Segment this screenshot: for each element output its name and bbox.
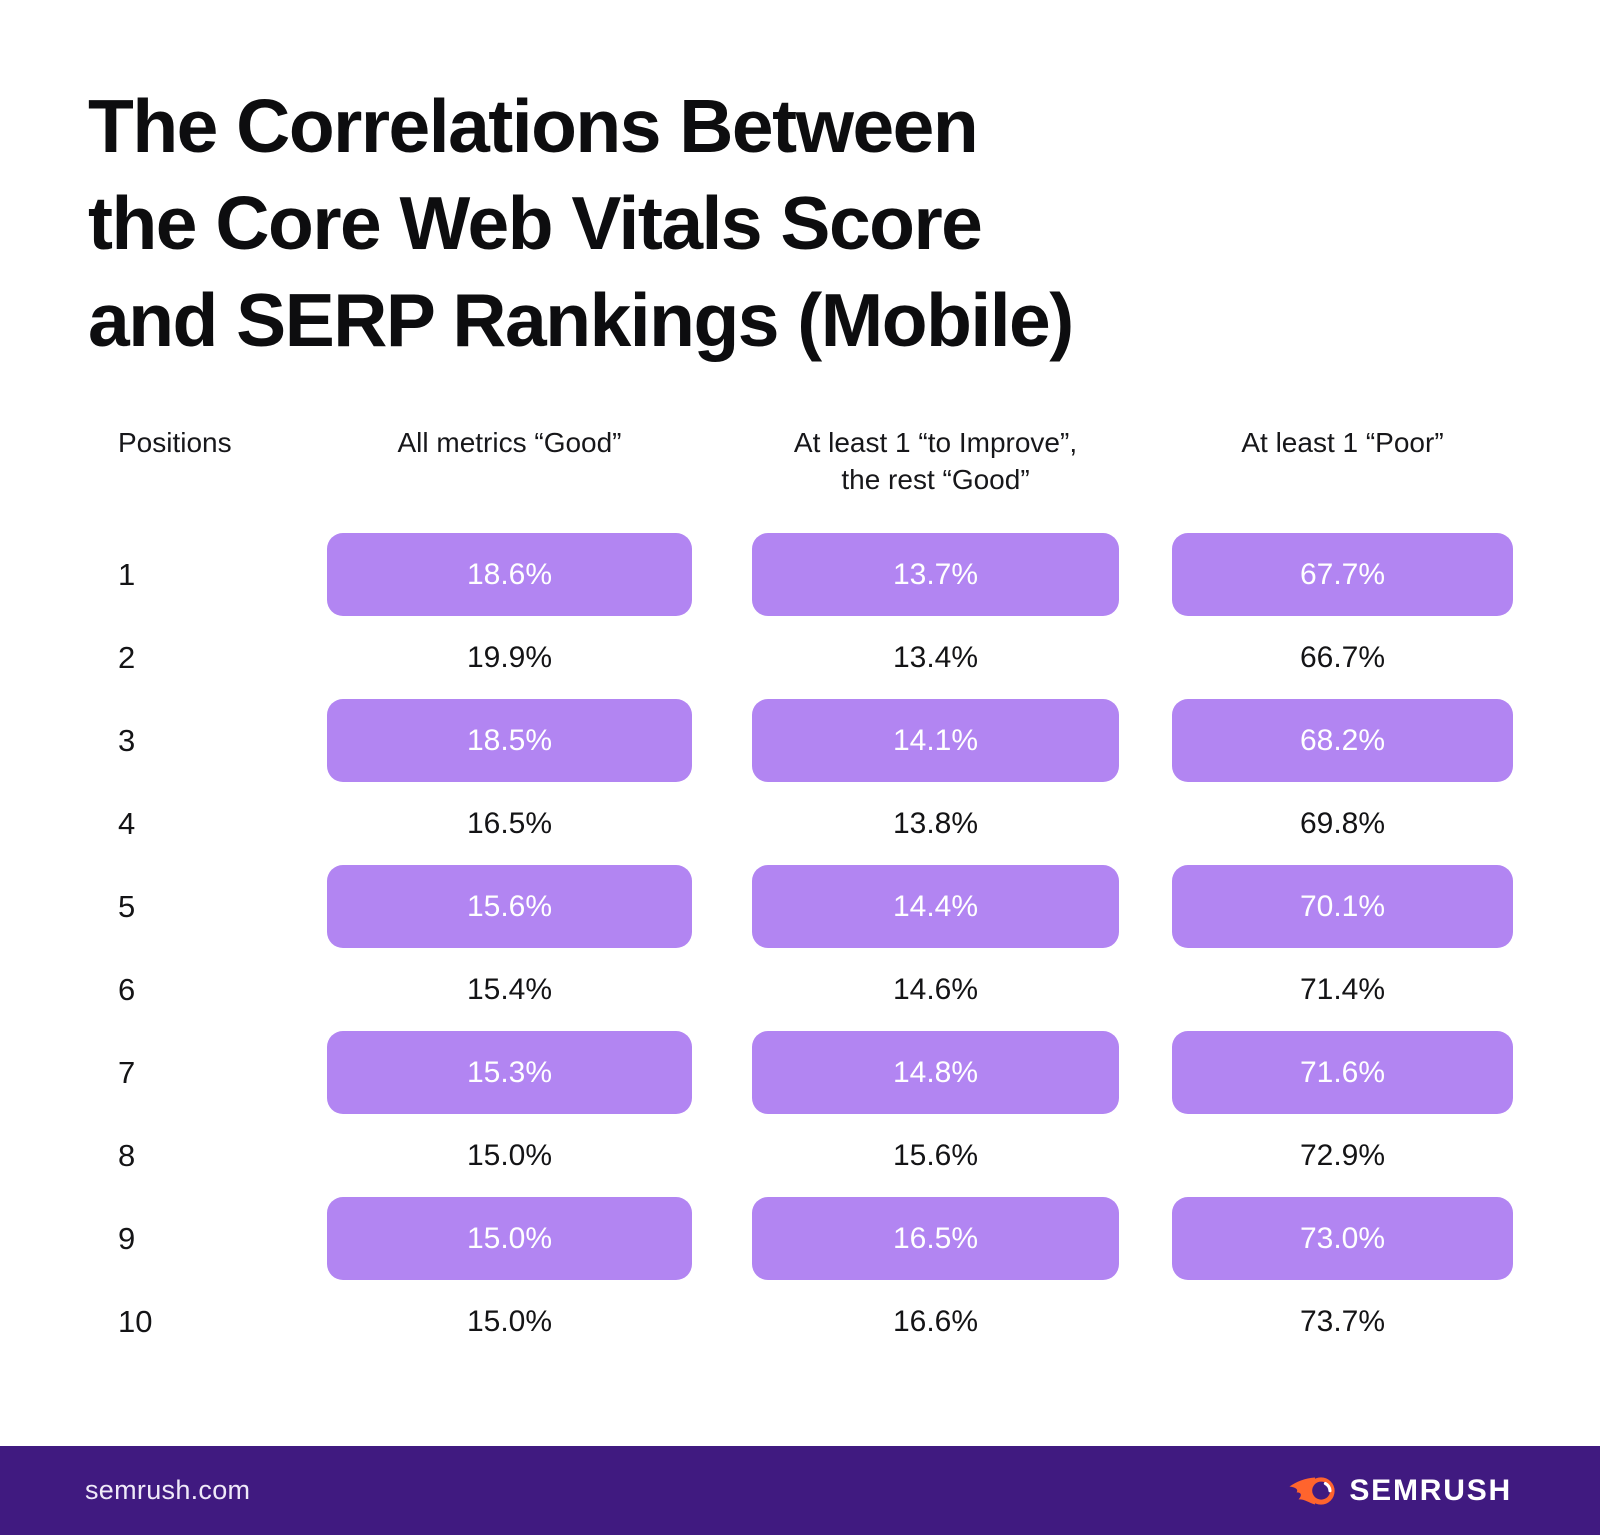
row-value: 18.6% — [327, 533, 692, 616]
row-value: 70.1% — [1172, 865, 1513, 948]
row-value: 73.7% — [1299, 1304, 1386, 1338]
table-row: 5 15.6% 14.4% 70.1% — [88, 865, 1513, 948]
row-value: 71.4% — [1299, 972, 1386, 1006]
row-value: 66.7% — [1299, 640, 1386, 674]
row-position: 10 — [118, 1303, 153, 1339]
row-value: 72.9% — [1299, 1138, 1386, 1172]
column-header-all-good: All metrics “Good” — [397, 427, 622, 458]
row-value: 16.5% — [466, 806, 553, 840]
table-row: 7 15.3% 14.8% 71.6% — [88, 1031, 1513, 1114]
row-value: 14.1% — [752, 699, 1119, 782]
row-position: 4 — [118, 805, 136, 841]
row-position: 5 — [118, 888, 136, 924]
table-row: 9 15.0% 16.5% 73.0% — [88, 1197, 1513, 1280]
row-value: 15.6% — [327, 865, 692, 948]
row-position: 7 — [118, 1054, 136, 1090]
table-header: Positions All metrics “Good” At least 1 … — [88, 424, 1513, 498]
row-value: 15.3% — [327, 1031, 692, 1114]
semrush-wordmark: SEMRUSH — [1349, 1473, 1512, 1507]
row-value: 73.0% — [1172, 1197, 1513, 1280]
row-value: 69.8% — [1299, 806, 1386, 840]
row-position: 3 — [118, 722, 136, 758]
title-line-3: and SERP Rankings (Mobile) — [88, 278, 1074, 362]
row-value: 67.7% — [1172, 533, 1513, 616]
row-value: 71.6% — [1172, 1031, 1513, 1114]
row-value: 13.7% — [752, 533, 1119, 616]
footer: semrush.com SEMRUSH — [0, 1446, 1600, 1535]
title-line-2: the Core Web Vitals Score — [88, 181, 983, 265]
row-value: 15.0% — [466, 1304, 553, 1338]
column-header-positions: Positions — [118, 427, 232, 458]
row-value: 16.6% — [892, 1304, 979, 1338]
row-position: 8 — [118, 1137, 136, 1173]
row-value: 15.6% — [892, 1138, 979, 1172]
row-value: 14.4% — [752, 865, 1119, 948]
row-value: 13.8% — [892, 806, 979, 840]
table-row: 6 15.4% 14.6% 71.4% — [88, 948, 1513, 1031]
table-rows: 1 18.6% 13.7% 67.7% 2 19.9% 13.4% 66.7% … — [88, 533, 1513, 1363]
row-position: 1 — [118, 556, 136, 592]
row-value: 14.8% — [752, 1031, 1119, 1114]
table-row: 8 15.0% 15.6% 72.9% — [88, 1114, 1513, 1197]
row-value: 68.2% — [1172, 699, 1513, 782]
table-row: 2 19.9% 13.4% 66.7% — [88, 616, 1513, 699]
table-row: 4 16.5% 13.8% 69.8% — [88, 782, 1513, 865]
semrush-logo: SEMRUSH — [1288, 1474, 1512, 1508]
title-line-1: The Correlations Between — [88, 84, 979, 168]
row-value: 15.0% — [327, 1197, 692, 1280]
table-row: 10 15.0% 16.6% 73.7% — [88, 1280, 1513, 1363]
row-value: 15.4% — [466, 972, 553, 1006]
row-value: 19.9% — [466, 640, 553, 674]
semrush-fireball-icon — [1289, 1476, 1335, 1505]
row-value: 15.0% — [466, 1138, 553, 1172]
row-position: 2 — [118, 639, 136, 675]
column-header-to-improve: At least 1 “to Improve”, the rest “Good” — [793, 427, 1078, 495]
column-header-poor: At least 1 “Poor” — [1241, 427, 1444, 458]
row-value: 14.6% — [892, 972, 979, 1006]
row-value: 18.5% — [327, 699, 692, 782]
row-position: 9 — [118, 1220, 136, 1256]
row-value: 13.4% — [892, 640, 979, 674]
row-position: 6 — [118, 971, 136, 1007]
page-title: The Correlations Between the Core Web Vi… — [88, 78, 1074, 369]
row-value: 16.5% — [752, 1197, 1119, 1280]
footer-site-text: semrush.com — [85, 1475, 251, 1505]
table-row: 3 18.5% 14.1% 68.2% — [88, 699, 1513, 782]
table-row: 1 18.6% 13.7% 67.7% — [88, 533, 1513, 616]
